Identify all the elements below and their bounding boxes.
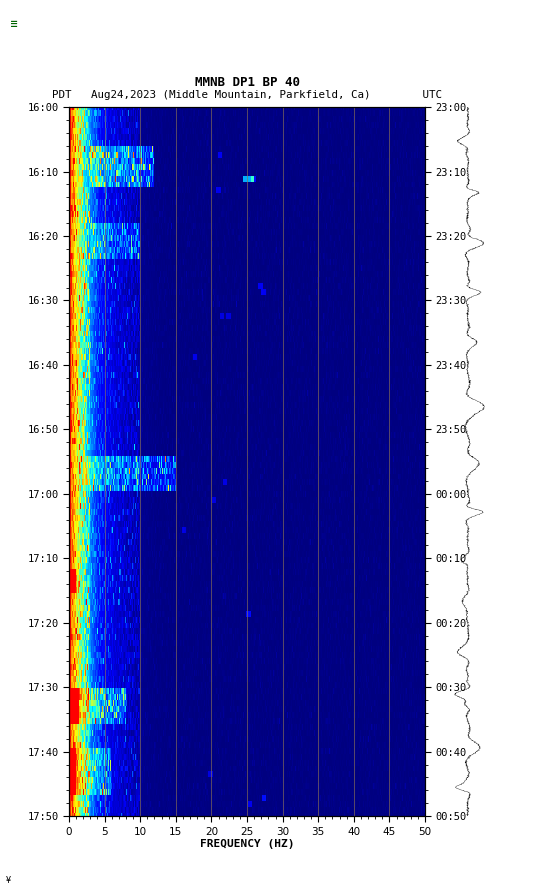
X-axis label: FREQUENCY (HZ): FREQUENCY (HZ) <box>200 839 294 849</box>
Bar <box>6 5 23 43</box>
Text: USGS: USGS <box>30 19 53 29</box>
Text: ¥: ¥ <box>6 876 10 885</box>
Text: ≡: ≡ <box>10 19 18 29</box>
Text: MMNB DP1 BP 40: MMNB DP1 BP 40 <box>195 76 300 89</box>
Text: PDT   Aug24,2023 (Middle Mountain, Parkfield, Ca)        UTC: PDT Aug24,2023 (Middle Mountain, Parkfie… <box>52 90 442 100</box>
